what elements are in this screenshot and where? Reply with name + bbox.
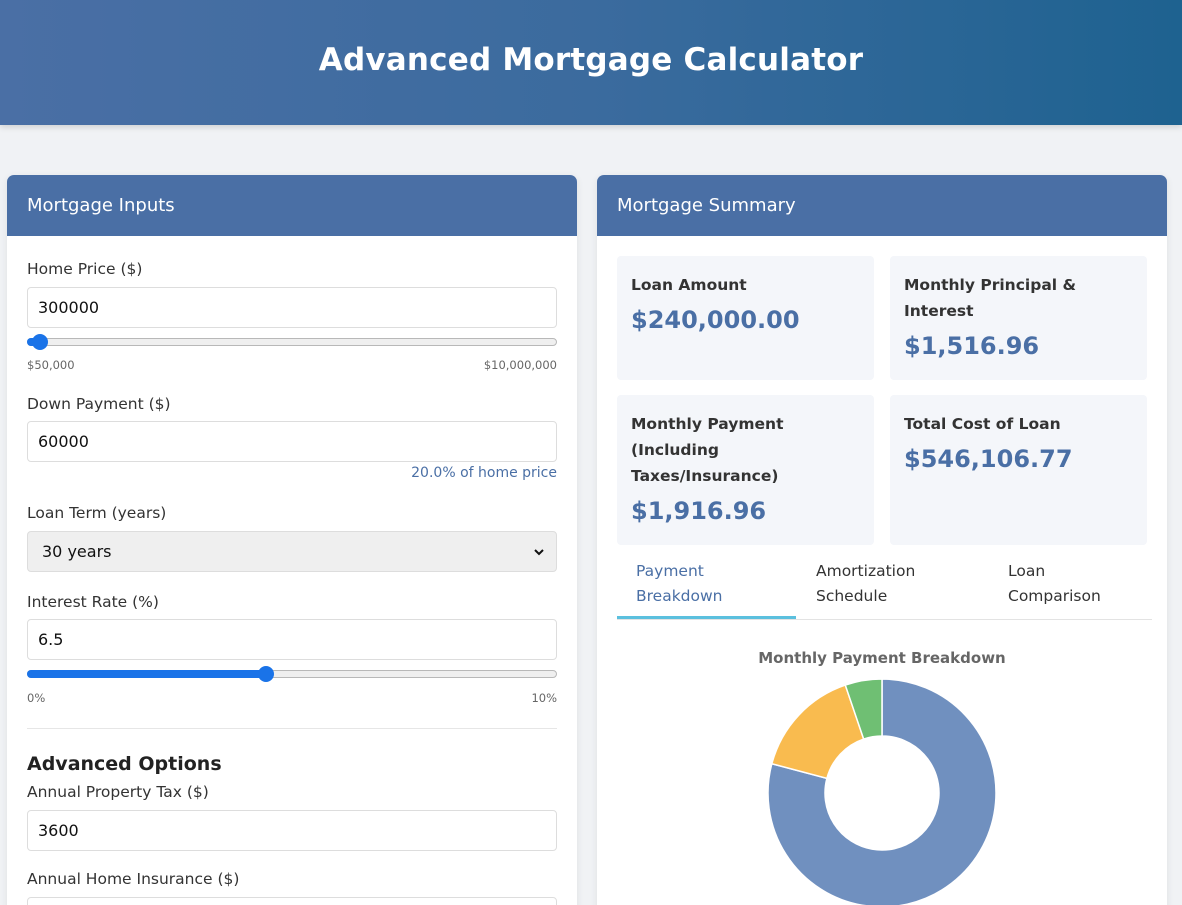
interest-rate-slider-fill	[27, 670, 266, 678]
tab-payment-breakdown[interactable]: Payment Breakdown	[617, 555, 796, 619]
interest-rate-input[interactable]: 6.5	[27, 619, 557, 660]
monthly-payment-label: Monthly Payment (Including Taxes/Insuran…	[631, 415, 784, 485]
loan-term-select[interactable]: 30 years	[27, 531, 557, 572]
mortgage-summary-card: Mortgage Summary Loan Amount $240,000.00…	[597, 175, 1167, 905]
tab-amortization-schedule[interactable]: Amortization Schedule	[816, 555, 946, 619]
home-price-slider[interactable]	[27, 332, 557, 350]
advanced-options-title: Advanced Options	[27, 753, 222, 775]
monthly-payment-stat: Monthly Payment (Including Taxes/Insuran…	[617, 395, 874, 545]
tab-loan-comparison[interactable]: Loan Comparison	[1008, 555, 1138, 619]
interest-rate-slider[interactable]	[27, 664, 557, 682]
home-price-slider-thumb[interactable]	[32, 334, 49, 350]
home-price-range-labels: $50,000 $10,000,000	[27, 358, 557, 372]
interest-rate-slider-thumb[interactable]	[257, 666, 274, 682]
home-price-input[interactable]: 300000	[27, 287, 557, 328]
home-insurance-label: Annual Home Insurance ($)	[27, 870, 240, 888]
home-price-label: Home Price ($)	[27, 260, 143, 278]
interest-rate-label: Interest Rate (%)	[27, 593, 159, 611]
tab-amortization-schedule-label: Amortization Schedule	[816, 562, 916, 605]
monthly-pi-stat: Monthly Principal & Interest $1,516.96	[890, 256, 1147, 380]
home-insurance-input[interactable]	[27, 897, 557, 905]
interest-rate-range-labels: 0% 10%	[27, 691, 557, 705]
tab-loan-comparison-label: Loan Comparison	[1008, 562, 1101, 605]
interest-rate-min-label: 0%	[27, 691, 46, 705]
property-tax-label: Annual Property Tax ($)	[27, 783, 209, 801]
home-price-slider-track	[27, 338, 557, 346]
interest-rate-max-label: 10%	[531, 691, 557, 705]
donut-slice-2	[844, 678, 883, 740]
donut-slice-0	[767, 678, 997, 905]
loan-term-selected-value: 30 years	[42, 542, 112, 561]
chevron-down-icon	[534, 548, 544, 555]
property-tax-input[interactable]: 3600	[27, 810, 557, 851]
total-cost-stat: Total Cost of Loan $546,106.77	[890, 395, 1147, 545]
loan-amount-label: Loan Amount	[631, 276, 747, 294]
chart-title: Monthly Payment Breakdown	[758, 649, 1006, 667]
home-price-min-label: $50,000	[27, 358, 75, 372]
loan-amount-stat: Loan Amount $240,000.00	[617, 256, 874, 380]
loan-term-label: Loan Term (years)	[27, 504, 167, 522]
monthly-payment-value: $1,916.96	[631, 497, 767, 525]
monthly-pi-label: Monthly Principal & Interest	[904, 276, 1076, 320]
down-payment-label: Down Payment ($)	[27, 395, 171, 413]
home-price-max-label: $10,000,000	[483, 358, 557, 372]
section-divider	[27, 728, 557, 729]
loan-amount-value: $240,000.00	[631, 306, 800, 334]
down-payment-input[interactable]: 60000	[27, 421, 557, 462]
page-title: Advanced Mortgage Calculator	[318, 41, 864, 78]
mortgage-inputs-header: Mortgage Inputs	[7, 175, 577, 236]
app-header: Advanced Mortgage Calculator	[0, 0, 1182, 125]
monthly-pi-value: $1,516.96	[904, 332, 1040, 360]
down-payment-percent-hint: 20.0% of home price	[411, 465, 557, 481]
mortgage-inputs-card: Mortgage Inputs Home Price ($) 300000 $5…	[7, 175, 577, 905]
summary-tabs: Payment Breakdown Amortization Schedule …	[617, 555, 1152, 620]
payment-breakdown-donut-chart	[767, 678, 997, 905]
tab-payment-breakdown-label: Payment Breakdown	[636, 562, 723, 605]
total-cost-label: Total Cost of Loan	[904, 415, 1061, 433]
total-cost-value: $546,106.77	[904, 445, 1073, 473]
mortgage-summary-header: Mortgage Summary	[597, 175, 1167, 236]
